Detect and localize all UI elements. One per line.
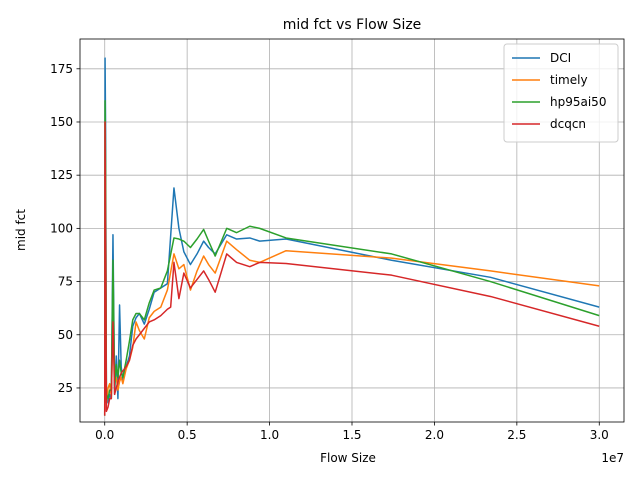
y-tick-label: 125 bbox=[50, 168, 73, 182]
y-tick-label: 175 bbox=[50, 62, 73, 76]
series-line-dcqcn bbox=[103, 121, 600, 416]
y-axis-ticks: 25 50 75 100 125 150 175 bbox=[50, 62, 80, 395]
legend: DCI timely hp95ai50 dcqcn bbox=[503, 43, 619, 143]
y-axis-label: mid fct bbox=[14, 209, 28, 251]
y-tick-label: 25 bbox=[58, 381, 73, 395]
legend-entry-label: dcqcn bbox=[550, 117, 586, 131]
x-axis-ticks: 0.0 0.5 1.0 1.5 2.0 2.5 3.0 bbox=[95, 422, 609, 442]
grid bbox=[80, 39, 624, 422]
x-tick-label: 0.5 bbox=[178, 428, 197, 442]
x-tick-label: 3.0 bbox=[590, 428, 609, 442]
x-tick-label: 2.0 bbox=[425, 428, 444, 442]
x-tick-label: 1.0 bbox=[260, 428, 279, 442]
legend-entry-label: timely bbox=[550, 73, 588, 87]
y-tick-label: 75 bbox=[58, 275, 73, 289]
series-layer bbox=[103, 57, 600, 416]
series-line-hp95ai50 bbox=[103, 99, 600, 416]
legend-entry-label: DCI bbox=[550, 51, 571, 65]
x-tick-label: 0.0 bbox=[95, 428, 114, 442]
y-tick-label: 150 bbox=[50, 115, 73, 129]
x-axis-label: Flow Size bbox=[320, 451, 376, 465]
x-tick-label: 1.5 bbox=[342, 428, 361, 442]
y-tick-label: 100 bbox=[50, 221, 73, 235]
legend-box bbox=[503, 43, 619, 143]
x-axis-offset-label: 1e7 bbox=[601, 451, 624, 465]
chart-title: mid fct vs Flow Size bbox=[283, 17, 422, 33]
x-tick-label: 2.5 bbox=[507, 428, 526, 442]
legend-entry-label: hp95ai50 bbox=[550, 95, 606, 109]
y-tick-label: 50 bbox=[58, 328, 73, 342]
